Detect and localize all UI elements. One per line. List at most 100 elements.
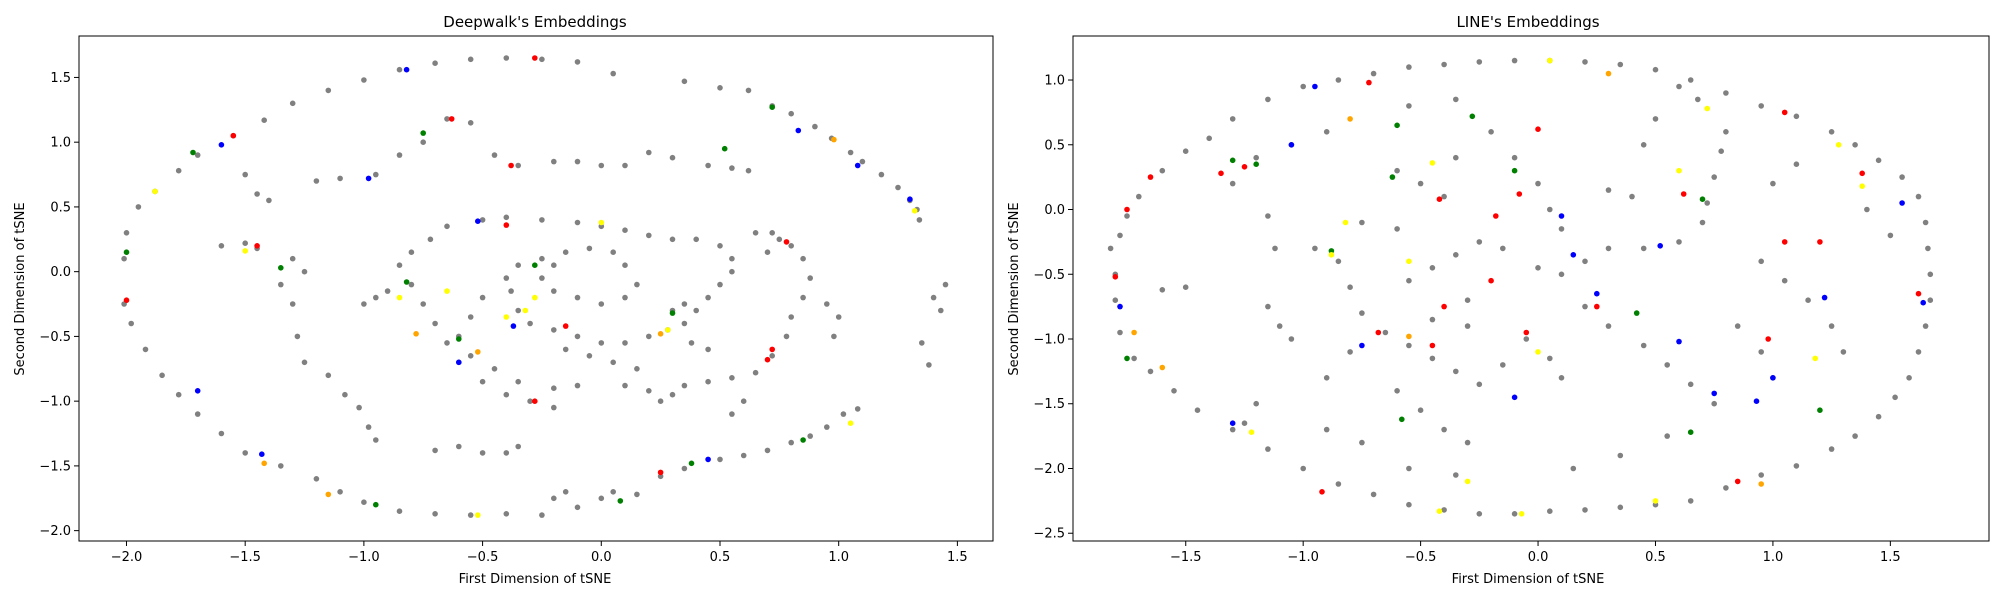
data-point [788, 439, 794, 446]
data-point [1828, 323, 1835, 329]
data-point [1828, 446, 1835, 452]
data-point [152, 188, 158, 195]
data-point [1718, 148, 1724, 154]
data-point [783, 333, 790, 340]
x-axis-label: First Dimension of tSNE [459, 572, 612, 587]
series-5 [261, 136, 837, 498]
data-point [1229, 157, 1236, 164]
data-point [1617, 504, 1624, 511]
data-point [539, 512, 545, 518]
data-point [242, 171, 248, 178]
data-point [1899, 174, 1905, 180]
data-point [745, 87, 752, 94]
data-point [574, 382, 581, 389]
data-point [1253, 154, 1259, 161]
data-point [693, 307, 699, 314]
data-point [1617, 61, 1624, 68]
data-point [1218, 170, 1224, 177]
y-tick-label: −1.5 [39, 459, 71, 474]
data-point [515, 262, 521, 269]
y-axis-label: Second Dimension of tSNE [13, 202, 28, 375]
data-point [769, 353, 775, 359]
data-point [1652, 66, 1659, 73]
data-point [586, 245, 593, 252]
data-point [717, 243, 723, 249]
data-point [373, 501, 379, 508]
data-point [508, 162, 514, 169]
data-point [373, 171, 379, 178]
data-point [289, 100, 296, 107]
x-tick-label: 1.0 [1763, 550, 1784, 565]
data-point [617, 498, 624, 504]
data-point [539, 275, 545, 281]
data-point [289, 301, 296, 307]
data-point [456, 336, 462, 342]
data-point [1523, 336, 1530, 342]
data-point [1406, 103, 1412, 109]
data-point [795, 127, 802, 134]
data-point [646, 388, 652, 394]
series-2 [123, 55, 790, 476]
data-point [456, 443, 462, 450]
data-point [532, 55, 538, 61]
data-point [1136, 193, 1142, 200]
data-point [598, 301, 605, 307]
data-point [539, 56, 545, 63]
data-point [717, 281, 723, 288]
data-point [1859, 170, 1865, 177]
data-point [574, 294, 581, 301]
data-point [254, 243, 260, 249]
y-tick-label: −1.5 [1033, 397, 1065, 412]
y-tick-label: 0.5 [50, 200, 71, 215]
data-point [1699, 196, 1706, 202]
data-point [840, 411, 847, 417]
data-point [1629, 193, 1635, 200]
data-point [1335, 258, 1342, 265]
data-point [1241, 164, 1248, 170]
data-point [1441, 303, 1447, 310]
data-point [432, 447, 438, 454]
data-point [1476, 59, 1483, 65]
data-point [1817, 239, 1823, 245]
data-point [1124, 213, 1130, 219]
data-point [1511, 167, 1518, 174]
data-point [1875, 157, 1882, 164]
data-point [289, 255, 296, 262]
data-point [717, 456, 723, 463]
data-point [503, 222, 510, 228]
data-point [1582, 507, 1588, 513]
data-point [705, 294, 711, 301]
data-point [551, 288, 557, 294]
data-point [916, 217, 923, 223]
data-point [261, 460, 268, 467]
data-point [1925, 245, 1931, 252]
data-point [1652, 498, 1659, 504]
data-point [586, 353, 593, 359]
data-point [1640, 245, 1647, 252]
data-point [1652, 116, 1659, 122]
data-point [942, 281, 949, 288]
y-tick-label: −1.0 [39, 395, 71, 410]
data-point [1464, 297, 1471, 304]
x-axis-ticks: −1.5 −1.0 −0.5 0.0 0.5 1.0 1.5 [1170, 541, 1901, 565]
y-tick-label: −2.0 [1033, 462, 1065, 477]
data-point [361, 301, 367, 307]
data-point [1406, 258, 1412, 265]
data-point [1229, 420, 1236, 427]
data-point [646, 232, 652, 239]
data-point [515, 443, 521, 450]
data-point [657, 473, 664, 480]
data-point [491, 152, 498, 158]
data-point [926, 362, 932, 368]
data-point [1535, 126, 1541, 132]
data-point [175, 167, 182, 174]
data-point [1131, 355, 1137, 362]
data-point [1535, 349, 1541, 355]
data-point [467, 314, 474, 320]
data-point [1394, 388, 1400, 394]
data-point [1117, 329, 1123, 336]
data-point [1687, 498, 1694, 504]
data-point [907, 196, 913, 202]
data-point [1441, 61, 1447, 68]
